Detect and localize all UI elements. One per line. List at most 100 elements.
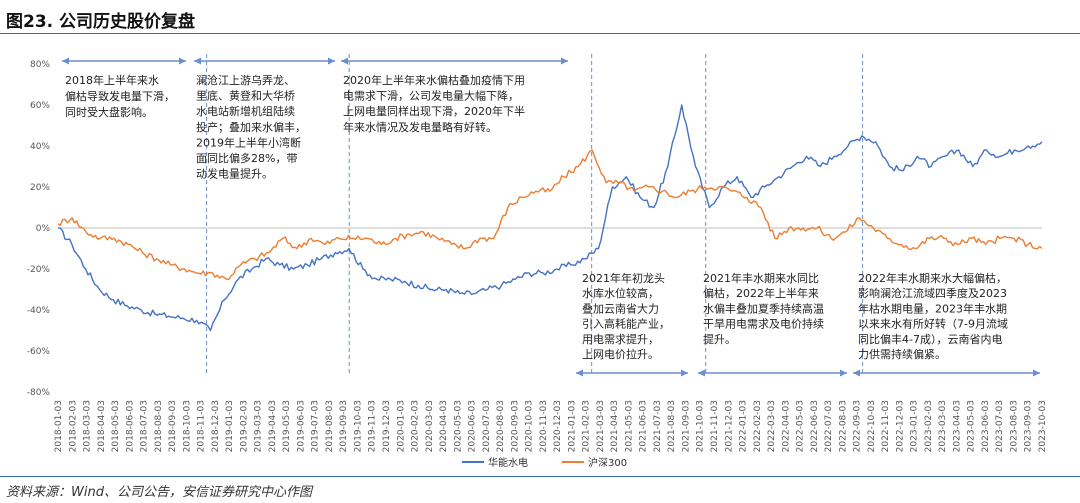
title-rule (0, 33, 1080, 34)
x-tick-label: 2020-06-03 (468, 400, 478, 452)
x-tick-label: 2019-03-03 (254, 400, 264, 452)
x-tick-label: 2022-10-03 (867, 400, 877, 452)
x-tick-label: 2023-01-03 (910, 400, 920, 452)
annotation-text: 影响澜沧江流域四季度及2023 (858, 286, 1007, 300)
arrow-head-left (853, 369, 860, 377)
x-tick-label: 2021-01-03 (567, 400, 577, 452)
annotation-text: 偏枯，2022年上半年来 (703, 286, 819, 300)
x-tick-label: 2019-07-03 (311, 400, 321, 452)
x-tick-label: 2020-01-03 (396, 400, 406, 452)
arrow-head-right (179, 57, 186, 65)
x-tick-label: 2021-12-03 (724, 400, 734, 452)
arrow-head-right (561, 57, 568, 65)
annotation-text: 2019年上半年小湾断 (196, 135, 301, 149)
annotation-text: 2020年上半年来水偏枯叠加疫情下用 (343, 73, 525, 87)
annotation-text: 2022年丰水期来水大幅偏枯， (858, 271, 1007, 285)
annotation-text: 上网电价拉升。 (582, 347, 659, 361)
annotation-text: 2018年上半年来水 (65, 73, 159, 87)
x-tick-label: 2023-02-03 (924, 400, 934, 452)
x-tick-label: 2020-05-03 (453, 400, 463, 452)
x-tick-label: 2022-05-03 (796, 400, 806, 452)
x-tick-label: 2021-03-03 (596, 400, 606, 452)
x-tick-label: 2021-04-03 (610, 400, 620, 452)
x-tick-label: 2020-03-03 (425, 400, 435, 452)
annotation-text: 2021年年初龙头 (582, 271, 665, 285)
x-tick-label: 2020-08-03 (496, 400, 506, 452)
x-tick-label: 2020-02-03 (411, 400, 421, 452)
series-line-hs300 (57, 149, 1043, 281)
x-tick-label: 2018-05-03 (111, 400, 121, 452)
x-tick-label: 2019-08-03 (325, 400, 335, 452)
x-tick-label: 2018-10-03 (182, 400, 192, 452)
annotation-text: 面同比偏多28%，带 (196, 151, 297, 165)
legend-label-huaneng: 华能水电 (488, 456, 528, 469)
x-tick-label: 2018-02-03 (68, 400, 78, 452)
x-tick-label: 2020-12-03 (553, 400, 563, 452)
y-tick-label: -20% (27, 265, 51, 275)
bottom-rule (0, 476, 1080, 477)
arrow-head-right (840, 369, 847, 377)
x-tick-label: 2022-04-03 (781, 400, 791, 452)
x-tick-label: 2022-02-03 (753, 400, 763, 452)
x-tick-label: 2020-07-03 (482, 400, 492, 452)
annotation-text: 力供需持续偏紧。 (858, 347, 946, 361)
annotation-text: 里底、黄登和大华桥 (196, 89, 295, 103)
annotation-text: 年枯水期电量，2023年丰水期 (858, 301, 1007, 315)
y-tick-label: 80% (30, 60, 50, 70)
x-tick-label: 2021-05-03 (624, 400, 634, 452)
annotation-text: 动发电量提升。 (196, 167, 273, 181)
y-tick-label: 60% (30, 101, 50, 111)
y-tick-label: 20% (30, 183, 50, 193)
x-tick-label: 2023-04-03 (952, 400, 962, 452)
x-tick-label: 2019-02-03 (239, 400, 249, 452)
x-tick-label: 2018-12-03 (211, 400, 221, 452)
arrow-head-right (1033, 369, 1040, 377)
x-tick-label: 2021-06-03 (639, 400, 649, 452)
x-tick-label: 2021-10-03 (696, 400, 706, 452)
arrow-head-left (341, 57, 348, 65)
x-tick-label: 2019-04-03 (268, 400, 278, 452)
x-tick-label: 2022-08-03 (838, 400, 848, 452)
x-tick-label: 2023-03-03 (938, 400, 948, 452)
annotation-text: 同时受大盘影响。 (65, 105, 153, 119)
annotation-text: 电需求下滑，公司发电量大幅下降， (343, 89, 519, 103)
arrow-head-left (62, 57, 69, 65)
x-tick-label: 2023-06-03 (981, 400, 991, 452)
x-tick-label: 2022-12-03 (895, 400, 905, 452)
x-tick-label: 2020-04-03 (439, 400, 449, 452)
x-tick-label: 2022-09-03 (853, 400, 863, 452)
annotation-text: 水电站新增机组陆续 (196, 104, 295, 118)
y-tick-label: -60% (27, 347, 51, 357)
y-tick-label: 0% (36, 224, 51, 234)
x-tick-label: 2018-09-03 (168, 400, 178, 452)
arrow-head-left (194, 57, 201, 65)
x-tick-label: 2018-11-03 (197, 400, 207, 452)
arrow-head-right (328, 57, 335, 65)
y-tick-label: 40% (30, 142, 50, 152)
x-tick-label: 2019-11-03 (368, 400, 378, 452)
x-tick-label: 2022-03-03 (767, 400, 777, 452)
x-tick-label: 2018-01-03 (54, 400, 64, 452)
x-tick-label: 2019-05-03 (282, 400, 292, 452)
annotation-text: 年来水情况及发电量略有好转。 (343, 120, 497, 134)
annotation-text: 上网电量同样出现下滑，2020年下半 (343, 104, 525, 118)
x-tick-label: 2019-09-03 (339, 400, 349, 452)
x-tick-label: 2018-03-03 (83, 400, 93, 452)
x-tick-label: 2021-09-03 (681, 400, 691, 452)
x-tick-label: 2019-06-03 (296, 400, 306, 452)
arrow-head-right (681, 369, 688, 377)
x-tick-label: 2023-07-03 (995, 400, 1005, 452)
annotation-text: 以来来水有所好转（7-9月流域 (858, 317, 1008, 331)
x-tick-label: 2019-12-03 (382, 400, 392, 452)
x-tick-label: 2023-10-03 (1038, 400, 1048, 452)
x-tick-label: 2023-09-03 (1024, 400, 1034, 452)
x-tick-label: 2023-08-03 (1009, 400, 1019, 452)
annotation-text: 提升。 (703, 333, 736, 346)
x-tick-label: 2019-01-03 (225, 400, 235, 452)
annotation-text: 同比偏丰4-7成），云南省内电 (858, 332, 1002, 346)
x-tick-label: 2021-11-03 (710, 400, 720, 452)
arrow-head-left (576, 369, 583, 377)
annotation-text: 引入高耗能产业， (582, 317, 670, 331)
source-note: 资料来源：Wind、公司公告，安信证券研究中心作图 (6, 485, 312, 500)
x-tick-label: 2019-10-03 (353, 400, 363, 452)
